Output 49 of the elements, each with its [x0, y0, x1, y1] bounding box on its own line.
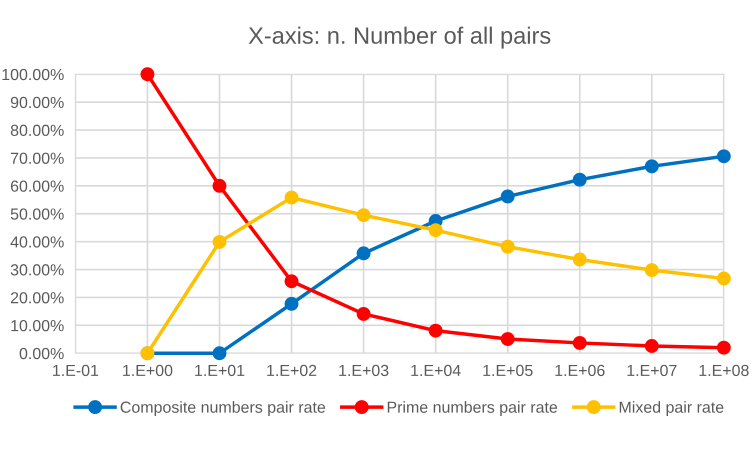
point [716, 340, 731, 355]
point [428, 324, 443, 338]
point [644, 339, 659, 353]
x-tick-label: 1.E+01 [195, 364, 244, 376]
point [572, 336, 587, 350]
y-tick-label: 40.00% [10, 236, 64, 248]
x-tick-label: 1.E+06 [555, 364, 605, 376]
point [356, 306, 371, 321]
legend-label: Mixed pair rate [620, 401, 724, 416]
point [356, 208, 371, 222]
point [284, 296, 298, 311]
x-tick-label: 1.E+00 [123, 364, 172, 376]
x-tick-label: 1.E+04 [411, 364, 461, 376]
legend-label: Composite numbers pair rate [120, 401, 326, 416]
x-tick-label: 1.E+02 [267, 364, 316, 376]
point [644, 263, 659, 278]
point [500, 190, 515, 204]
point [716, 149, 731, 164]
point [644, 159, 659, 174]
point [212, 234, 226, 249]
point [500, 240, 515, 254]
point [572, 252, 587, 266]
legend-label: Prime numbers pair rate [388, 401, 558, 416]
x-tick-label: 1.E+03 [339, 364, 388, 376]
point [284, 190, 298, 205]
point [428, 223, 443, 238]
y-tick-label: 0.00% [20, 348, 64, 360]
y-tick-label: 30.00% [10, 264, 64, 276]
y-tick-label: 100.00% [2, 68, 64, 80]
point [572, 172, 587, 187]
x-tick-label: 1.E+05 [483, 364, 533, 376]
chart-title: X-axis: n. Number of all pairs [248, 26, 550, 49]
x-tick-label: 1.E+08 [700, 364, 749, 376]
y-tick-label: 50.00% [10, 208, 64, 220]
y-tick-label: 80.00% [10, 124, 64, 136]
y-tick-label: 60.00% [10, 180, 64, 192]
point [356, 246, 371, 260]
point [212, 178, 226, 193]
y-tick-label: 10.00% [11, 320, 64, 332]
x-tick-label: 1.E-01 [53, 364, 98, 376]
point [500, 332, 515, 346]
y-tick-label: 70.00% [10, 152, 64, 164]
point [284, 274, 298, 288]
y-tick-label: 90.00% [10, 96, 64, 108]
point [716, 272, 731, 286]
x-tick-label: 1.E+07 [627, 364, 677, 376]
point [212, 346, 226, 360]
point [140, 67, 154, 82]
y-tick-label: 20.00% [10, 292, 64, 304]
